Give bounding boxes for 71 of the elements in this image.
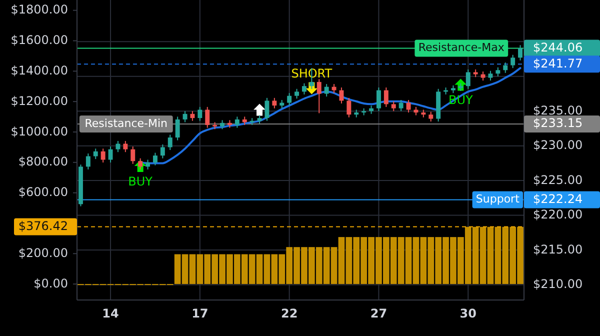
candlestick	[86, 152, 90, 170]
candlestick	[287, 92, 292, 106]
y-tick-label: $233.15	[533, 116, 583, 130]
x-tick-label: 27	[370, 306, 388, 320]
y2-tick-label: $1400.00	[10, 63, 68, 78]
candlestick	[510, 54, 516, 69]
candlestick	[496, 66, 500, 77]
candlestick	[190, 110, 195, 122]
candlestick	[168, 134, 172, 150]
candlestick	[384, 87, 388, 108]
y-tick-label: $220.00	[533, 208, 583, 222]
x-tick-label: 14	[102, 306, 119, 320]
candlestick	[294, 88, 300, 100]
candlestick	[205, 106, 210, 128]
candlestick	[116, 140, 120, 153]
candlestick	[332, 84, 336, 94]
candlestick	[488, 70, 493, 82]
candlestick	[130, 146, 136, 164]
candlestick	[339, 87, 344, 104]
x-tick-label: 17	[192, 306, 208, 320]
candlestick	[93, 148, 98, 160]
y-tick-label: $215.00	[533, 242, 583, 256]
candlestick	[146, 159, 150, 170]
candlestick	[234, 116, 240, 128]
candlestick	[428, 111, 434, 122]
candlestick	[316, 78, 322, 114]
candlestick	[480, 71, 486, 82]
y2-tick-label: $200.00	[18, 246, 68, 260]
y-tick-label: $222.24	[533, 192, 583, 206]
series-label: BUY	[128, 174, 154, 188]
candlestick	[175, 116, 180, 141]
y2-tick-label: $1600.00	[10, 33, 68, 48]
candlestick	[152, 152, 158, 166]
y-tick-label: $244.06	[533, 40, 583, 54]
candlestick	[100, 148, 106, 163]
candlestick	[324, 84, 329, 98]
y2-tick-label: $600.00	[18, 185, 68, 200]
y-tick-label: $225.00	[533, 172, 583, 187]
candlestick	[466, 68, 470, 90]
candlestick	[302, 82, 306, 95]
candlestick	[406, 100, 411, 113]
ref-line-label: Support	[476, 192, 520, 206]
candlestick	[391, 100, 396, 112]
candlestick	[346, 97, 352, 118]
x-tick-label: 30	[460, 306, 476, 320]
point	[254, 104, 266, 116]
candlestick	[123, 140, 128, 153]
candlestick	[160, 144, 165, 159]
candlestick	[138, 158, 143, 170]
y2-tick-label: $1000.00	[10, 124, 68, 138]
y-tick-label: $241.77	[533, 56, 583, 70]
y-tick-label: $235.00	[533, 103, 583, 118]
y2-tick-label: $800.00	[18, 154, 68, 169]
y2-tick-label: $1200.00	[10, 94, 68, 108]
y2-tick-label: $0.00	[34, 276, 68, 290]
candlestick	[264, 97, 270, 122]
candlestick	[376, 87, 381, 112]
y2-tick-label: $1800.00	[10, 2, 68, 17]
x-tick-label: 22	[280, 306, 298, 320]
candlestick	[198, 106, 202, 122]
candlestick	[220, 120, 225, 130]
y-tick-label: $210.00	[533, 277, 583, 292]
ref-line-label: Resistance-Max	[418, 41, 505, 54]
ref-line-label: Resistance-Min	[84, 116, 168, 130]
y-tick-label: $230.00	[533, 138, 583, 152]
candlestick	[272, 97, 277, 109]
candlestick	[398, 100, 404, 112]
candlestick	[108, 146, 113, 163]
candlestick	[182, 110, 188, 123]
y2-tick-label: $376.42	[18, 219, 68, 234]
candlestick	[503, 62, 508, 74]
